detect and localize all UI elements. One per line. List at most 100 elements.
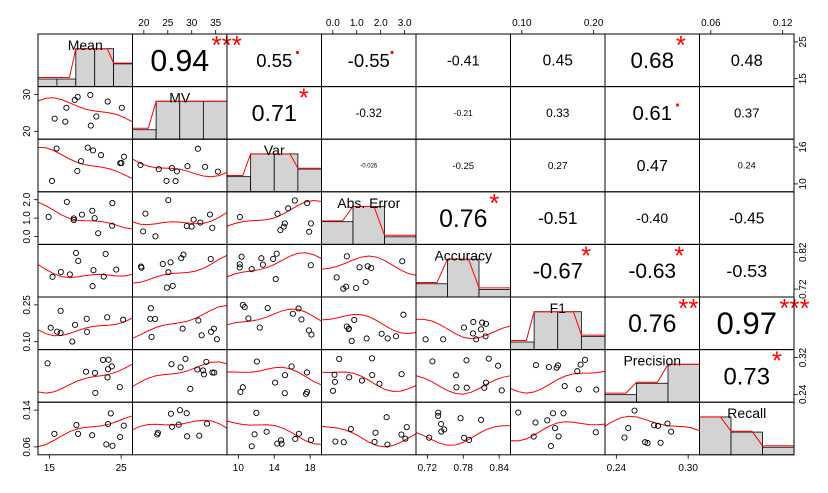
scatter-point-6-0-9: [116, 384, 123, 391]
scatter-point-3-0-1: [63, 198, 70, 205]
scatter-point-4-0-1: [57, 268, 64, 276]
scatter-point-7-3-1: [340, 439, 347, 446]
scatter-point-6-3-6: [368, 355, 376, 362]
scatter-point-2-0-2: [74, 167, 81, 175]
scatter-point-6-0-3: [92, 389, 99, 396]
scatter-point-4-3-9: [399, 258, 406, 265]
scatter-point-7-3-2: [347, 425, 354, 433]
scatter-point-6-1-8: [209, 369, 216, 376]
scatter-point-7-4-5: [441, 426, 448, 433]
hist-bar-0-1: [56, 78, 77, 87]
panel-frame-4-1: [132, 243, 228, 298]
scatter-point-4-2-4: [258, 255, 265, 262]
corr-signif-0-6: *: [676, 30, 686, 60]
scatter-point-6-3-0: [329, 387, 337, 394]
scatter-point-5-1-9: [213, 336, 221, 343]
scatter-point-6-3-4: [346, 374, 353, 381]
scatter-point-7-0-0: [51, 430, 58, 437]
tick-label-left-7-1: 0.14: [22, 400, 33, 420]
smooth-line-2-0: [37, 146, 133, 180]
scatter-point-4-1-5: [167, 259, 174, 266]
scatter-point-6-4-0: [429, 358, 436, 365]
tick-label-left-7-0: 0.06: [22, 437, 33, 457]
scatter-point-4-3-5: [356, 264, 363, 271]
scatter-point-5-1-0: [147, 315, 154, 322]
panel-frame-7-6: [604, 401, 700, 456]
scatter-point-4-3-8: [368, 264, 375, 271]
hist-bar-6-2: [667, 363, 700, 403]
smooth-line-4-3: [321, 255, 417, 276]
scatter-point-7-4-2: [435, 409, 442, 416]
corr-signif-1-2: *: [299, 83, 309, 113]
scatter-point-5-1-1: [147, 305, 154, 312]
scatter-point-6-3-8: [376, 380, 383, 387]
scatter-point-3-2-8: [306, 228, 313, 235]
tick-label-top-1-2: 30: [186, 18, 198, 29]
tick-label-top-5-1: 0.20: [584, 18, 604, 29]
scatter-point-2-1-6: [184, 163, 191, 170]
hist-bar-5-3: [580, 335, 606, 350]
tick-label-bottom-6-0: 0.24: [607, 463, 627, 474]
corr-value-0-7: 0.48: [731, 52, 763, 70]
tick-label-top-3-2: 2.0: [374, 18, 388, 29]
scatter-point-7-3-6: [384, 441, 391, 448]
scatter-point-7-5-4: [547, 442, 554, 450]
scatter-point-5-0-8: [104, 314, 111, 321]
corr-value-0-4: -0.41: [447, 53, 480, 69]
tick-label-right-2-0: 10: [798, 178, 809, 190]
panel-frame-5-4: [415, 296, 511, 351]
scatter-point-4-3-0: [333, 274, 340, 281]
corr-signif-4-5: *: [581, 240, 591, 270]
scatter-point-7-0-1: [73, 422, 80, 429]
corr-signif-3-4: *: [489, 188, 499, 218]
scatter-point-7-6-3: [642, 439, 649, 446]
variable-label-2: Var: [264, 142, 285, 158]
smooth-line-4-0: [37, 264, 133, 279]
scatter-point-4-1-2: [159, 260, 166, 268]
hist-bar-0-0: [37, 78, 58, 87]
scatter-point-7-6-0: [621, 434, 628, 441]
panel-frame-3-1: [132, 191, 228, 245]
scatter-point-5-0-4: [69, 338, 76, 345]
scatter-point-2-1-1: [155, 166, 162, 173]
scatter-point-5-4-4: [470, 318, 477, 326]
scatter-point-1-0-5: [87, 91, 94, 99]
panel-frame-7-7: [699, 401, 795, 456]
scatter-point-4-0-2: [66, 271, 73, 278]
scatter-point-6-0-4: [99, 356, 107, 363]
scatter-point-7-6-6: [654, 422, 662, 429]
scatter-point-7-0-6: [107, 410, 114, 417]
scatter-point-5-0-1: [54, 328, 61, 335]
scatter-point-6-0-1: [82, 368, 90, 375]
scatter-point-6-1-2: [182, 355, 189, 362]
density-line-5: [510, 311, 605, 341]
panel-frame-6-0: [37, 349, 133, 403]
smooth-line-7-4: [415, 425, 511, 446]
scatter-point-2-0-8: [118, 159, 125, 166]
scatter-point-5-2-7: [298, 316, 305, 323]
scatter-point-5-2-9: [308, 331, 315, 338]
scatter-point-4-1-4: [165, 269, 172, 276]
scatter-point-6-3-1: [331, 371, 338, 378]
scatter-point-5-1-3: [152, 315, 159, 322]
corr-value-2-5: 0.27: [548, 161, 568, 172]
scatter-point-6-1-4: [194, 366, 201, 373]
scatter-point-3-1-9: [209, 224, 216, 231]
hist-bar-4-0: [415, 283, 448, 298]
density-line-3: [321, 206, 416, 236]
scatter-point-7-3-5: [383, 414, 390, 421]
scatter-point-5-0-9: [120, 316, 127, 323]
scatter-point-5-0-2: [57, 307, 64, 314]
scatter-point-7-6-8: [664, 420, 671, 427]
hist-bar-2-2: [273, 153, 299, 193]
hist-bar-4-2: [478, 289, 511, 298]
scatter-point-6-5-1: [545, 364, 552, 371]
scatter-point-6-4-4: [463, 384, 470, 391]
scatter-point-2-0-3: [78, 158, 85, 165]
scatter-point-6-1-1: [177, 364, 184, 371]
scatter-point-7-2-8: [295, 430, 302, 437]
tick-label-left-1-0: 20: [22, 125, 33, 137]
tick-label-left-3-1: 1.0: [22, 211, 33, 225]
scatter-point-6-4-9: [498, 387, 505, 394]
density-line-4: [416, 258, 511, 289]
